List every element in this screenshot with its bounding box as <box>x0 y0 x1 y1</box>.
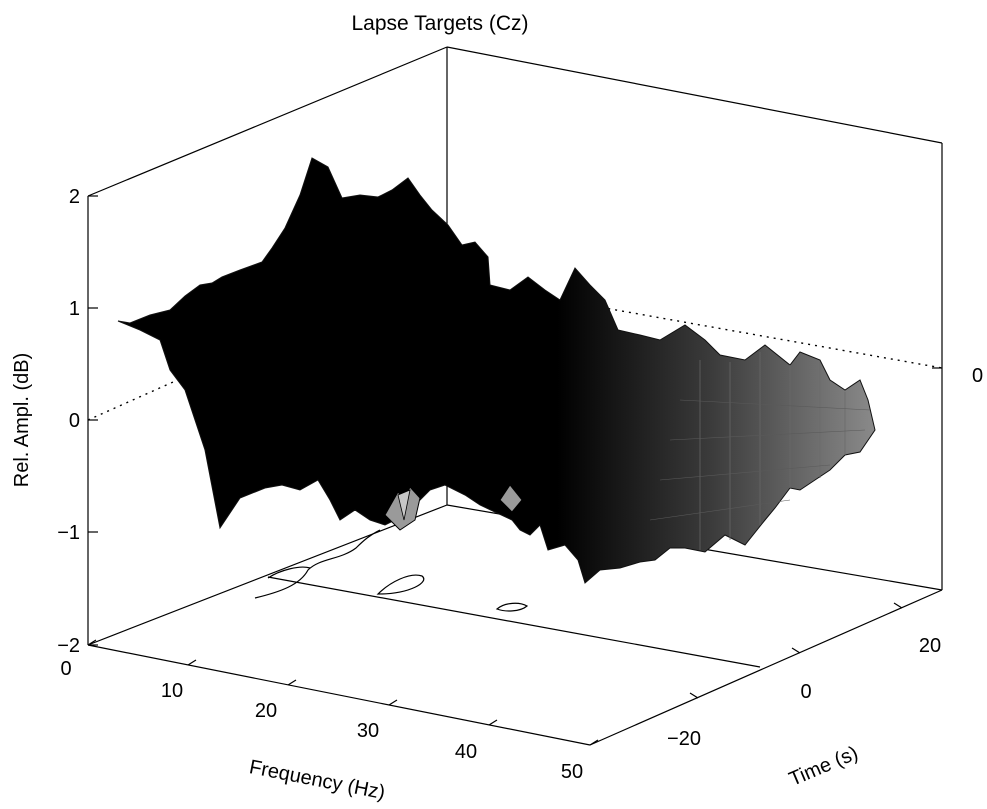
x-tick-label: 30 <box>357 720 379 742</box>
z-tick-label: 2 <box>69 186 80 208</box>
x-tick-label: 0 <box>60 658 71 680</box>
surface-mesh <box>117 157 876 584</box>
z-tick-label: 0 <box>69 410 80 432</box>
y-tick-label: 0 <box>800 681 811 703</box>
y-tick-label: −20 <box>667 728 701 750</box>
z-tick-label: −2 <box>57 635 80 657</box>
y-tick-label: 20 <box>919 635 941 657</box>
y-axis: −20 0 20 Time (s) <box>667 602 941 791</box>
zero-reference-lines <box>87 299 943 421</box>
y-axis-label: Time (s) <box>786 742 861 791</box>
x-tick-label: 10 <box>161 680 183 702</box>
z-axis-label: Rel. Ampl. (dB) <box>11 353 33 487</box>
z-tick-label: −1 <box>57 522 80 544</box>
x-tick-label: 40 <box>455 741 477 763</box>
back-wall-axis: 0 <box>932 365 983 387</box>
x-axis: 0 10 20 30 40 50 Frequency (Hz) <box>60 639 599 804</box>
x-tick-label: 20 <box>255 700 277 722</box>
floor-contours <box>254 529 761 668</box>
z-axis: 2 1 0 −1 −2 Rel. Ampl. (dB) <box>11 186 98 657</box>
back-wall-tick-label: 0 <box>972 365 983 387</box>
x-axis-label: Frequency (Hz) <box>247 756 386 804</box>
chart-title: Lapse Targets (Cz) <box>351 12 528 35</box>
x-tick-label: 50 <box>561 761 583 783</box>
z-tick-label: 1 <box>69 298 80 320</box>
